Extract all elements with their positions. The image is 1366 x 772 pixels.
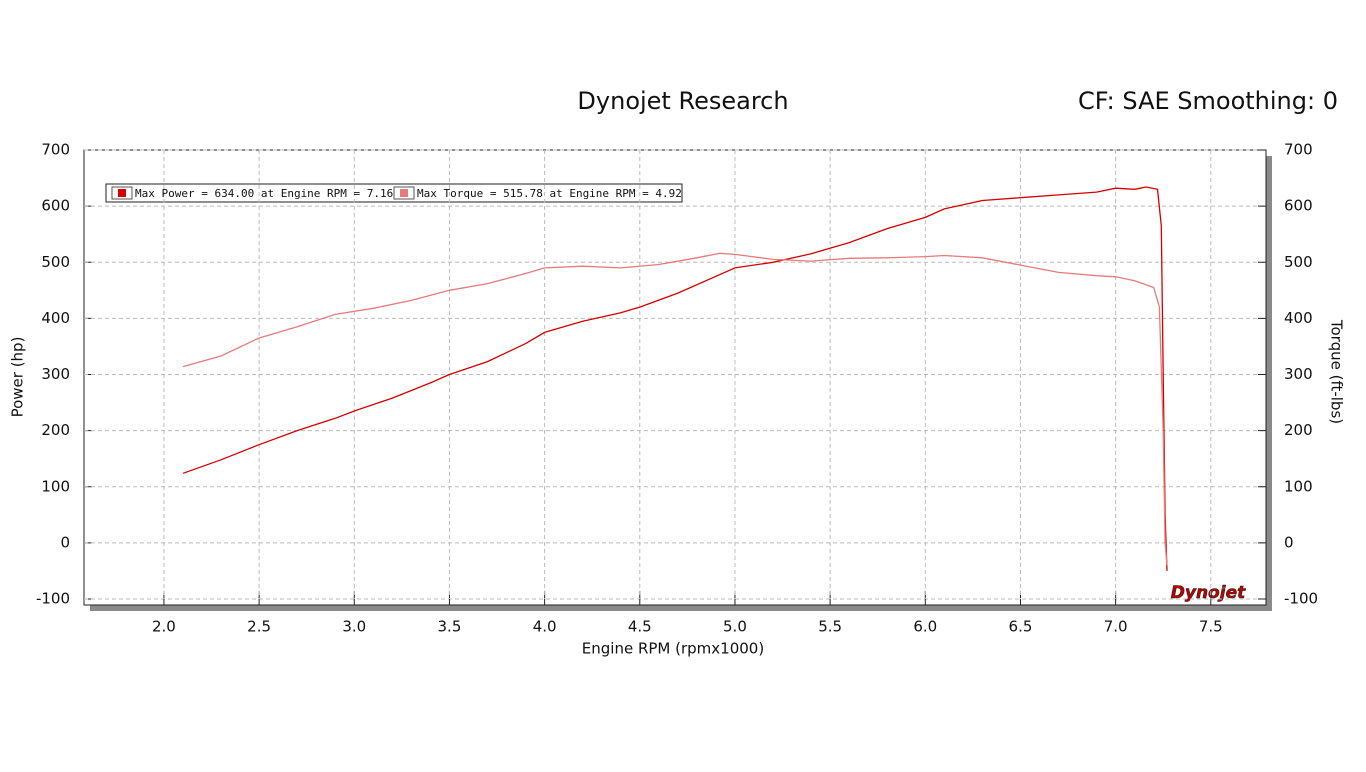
x-tick-label: 3.5 [438,618,462,636]
line-series [182,252,1168,566]
y2-tick-label: -100 [1284,590,1318,608]
logo: Dynojet [1171,583,1246,603]
y-tick-label: 300 [41,365,70,383]
x-tick-label: 7.0 [1104,618,1128,636]
y-tick-label: 200 [41,421,70,439]
x-tick-label: 6.5 [1009,618,1033,636]
x-tick-label: 7.5 [1199,618,1223,636]
y-tick-label: 100 [41,477,70,495]
plot-area [83,149,1267,606]
y2-tick-label: 400 [1284,309,1313,327]
x-tick-label: 2.0 [152,618,176,636]
y-tick-label: 500 [41,253,70,271]
chart-title: Dynojet Research [577,87,788,115]
legend-marker [118,189,126,197]
y2-axis-label: Torque (ft-lbs) [1328,319,1346,424]
y2-tick-label: 500 [1284,253,1313,271]
x-tick-label: 5.0 [723,618,747,636]
x-tick-label: 6.0 [913,618,937,636]
chart-subtitle: CF: SAE Smoothing: 0 [1078,87,1338,115]
y-tick-label: 700 [41,141,70,159]
x-tick-label: 3.0 [342,618,366,636]
legend-label: Max Torque = 515.78 at Engine RPM = 4.92 [417,187,682,200]
legend-marker [400,189,408,197]
y2-tick-label: 0 [1284,533,1294,551]
x-axis-label: Engine RPM (rpmx1000) [582,640,764,658]
y2-tick-label: 700 [1284,141,1313,159]
legend-label: Max Power = 634.00 at Engine RPM = 7.16 [135,187,393,200]
x-tick-label: 4.5 [628,618,652,636]
x-tick-label: 2.5 [247,618,271,636]
line-series [182,186,1168,571]
y2-tick-label: 600 [1284,197,1313,215]
y-tick-label: 600 [41,197,70,215]
y2-tick-label: 200 [1284,421,1313,439]
y2-tick-label: 300 [1284,365,1313,383]
y-tick-label: 0 [60,533,70,551]
y-tick-label: 400 [41,309,70,327]
x-tick-label: 4.0 [533,618,557,636]
x-tick-label: 5.5 [818,618,842,636]
y-tick-label: -100 [36,590,70,608]
y2-tick-label: 100 [1284,477,1313,495]
y-axis-label: Power (hp) [9,337,27,418]
